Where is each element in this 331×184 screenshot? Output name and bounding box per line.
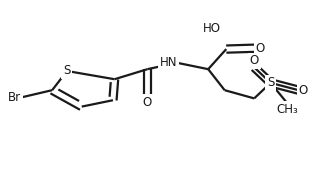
Text: CH₃: CH₃ — [276, 103, 298, 116]
Text: HO: HO — [203, 22, 220, 36]
Text: Br: Br — [8, 91, 21, 104]
Text: O: O — [143, 95, 152, 109]
Text: HN: HN — [160, 56, 177, 69]
Text: S: S — [267, 76, 274, 89]
Text: O: O — [299, 84, 308, 97]
Text: O: O — [250, 54, 259, 67]
Text: S: S — [63, 65, 71, 77]
Text: O: O — [256, 42, 265, 55]
